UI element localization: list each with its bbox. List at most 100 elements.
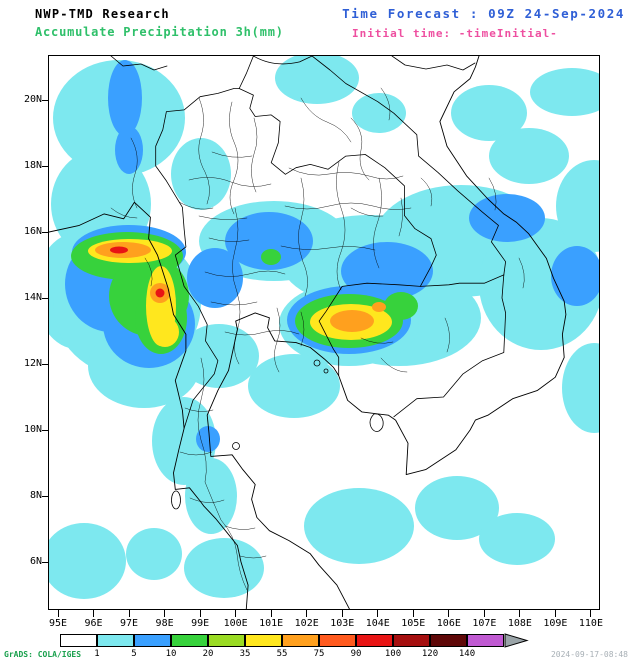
lon-label: 108E: [507, 618, 532, 629]
legend-color-box: [393, 634, 430, 647]
country-borders: [110, 56, 506, 429]
lon-label: 102E: [294, 618, 319, 629]
lon-label: 109E: [543, 618, 568, 629]
lon-tick: [590, 610, 592, 617]
lat-tick: [42, 363, 49, 365]
coastline-gulf-vietnam: [206, 56, 567, 609]
lat-tick: [42, 231, 49, 233]
lon-label: 105E: [401, 618, 426, 629]
provinces-peninsula: [179, 357, 267, 591]
lon-label: 106E: [436, 618, 461, 629]
legend-value: 10: [165, 649, 177, 659]
lon-label: 101E: [259, 618, 284, 629]
map-plot-area: 20N 18N 16N 14N 12N 10N 8N 6N 95E 96E 97E 98E 99E 100…: [24, 55, 603, 629]
provinces-neighbors: [110, 87, 525, 373]
legend-color-box: [356, 634, 393, 647]
product-title: Accumulate Precipitation 3h(mm): [35, 25, 284, 39]
legend-color-box: [171, 634, 208, 647]
lon-tick: [412, 610, 414, 617]
legend-color-box: [319, 634, 356, 647]
lat-tick: [42, 561, 49, 563]
legend-color-box: [208, 634, 245, 647]
legend-value: 120: [421, 649, 439, 659]
island-outlines: [171, 359, 384, 510]
initial-time-label: Initial time: -timeInitial-: [352, 27, 558, 40]
coastline-andaman: [49, 201, 249, 609]
precip-shading-90mm: [110, 246, 165, 298]
border-laos-cambodia: [419, 274, 505, 287]
lat-tick: [42, 429, 49, 431]
lat-label: 16N: [23, 226, 42, 237]
lon-tick: [235, 610, 237, 617]
border-laos-vietnam: [311, 56, 506, 276]
legend-color-box: [60, 634, 97, 647]
legend-color-box: [467, 634, 504, 647]
legend-value: 75: [313, 649, 325, 659]
lon-tick: [57, 610, 59, 617]
lon-label: 104E: [365, 618, 390, 629]
legend-color-box: [430, 634, 467, 647]
grads-credit: GrADS: COLA/IGES: [4, 650, 82, 659]
coastline: [49, 56, 567, 609]
legend-color-box: [245, 634, 282, 647]
lon-label: 99E: [191, 618, 210, 629]
lat-label: 8N: [29, 490, 42, 501]
lat-label: 6N: [29, 556, 42, 567]
lon-tick: [93, 610, 95, 617]
lon-label: 110E: [578, 618, 603, 629]
provinces-northeast: [280, 161, 412, 297]
lon-tick: [164, 610, 166, 617]
lon-label: 107E: [472, 618, 497, 629]
border-cambodia-vietnam: [393, 274, 506, 418]
lat-tick: [42, 99, 49, 101]
lat-tick: [42, 495, 49, 497]
lon-tick: [341, 610, 343, 617]
lat-label: 12N: [23, 358, 42, 369]
lon-label: 100E: [223, 618, 248, 629]
lat-tick: [42, 165, 49, 167]
lon-tick: [519, 610, 521, 617]
lat-label: 10N: [23, 424, 42, 435]
legend-value: 55: [276, 649, 288, 659]
lat-label: 18N: [23, 160, 42, 171]
legend-value: 1: [94, 649, 100, 659]
lon-tick: [483, 610, 485, 617]
lon-label: 95E: [48, 618, 68, 629]
border-thailand-myanmar: [155, 88, 240, 429]
color-legend: [60, 633, 530, 648]
legend-color-box: [134, 634, 171, 647]
lat-label: 14N: [23, 292, 42, 303]
lon-label: 98E: [155, 618, 174, 629]
border-thailand-cambodia: [318, 282, 421, 376]
legend-value: 5: [131, 649, 137, 659]
lon-label: 103E: [330, 618, 355, 629]
lon-tick: [554, 610, 556, 617]
provinces-central: [204, 207, 305, 373]
lon-tick: [377, 610, 379, 617]
lon-label: 96E: [84, 618, 103, 629]
legend-value: 35: [239, 649, 251, 659]
lon-tick: [128, 610, 130, 617]
lat-label: 20N: [23, 94, 42, 105]
legend-overflow-arrow-icon: [504, 633, 529, 648]
legend-value-labels: 1 5 10 20 35 55 75 90 100 120 140: [60, 650, 520, 660]
legend-value: 90: [350, 649, 362, 659]
legend-color-bar: [60, 634, 504, 647]
border-vietnam-china: [391, 56, 476, 71]
border-myanmar-china: [110, 56, 168, 71]
border-laos-china: [253, 56, 313, 65]
lon-tick: [199, 610, 201, 617]
legend-value: 140: [458, 649, 476, 659]
provinces-north: [178, 97, 272, 220]
lat-tick: [42, 297, 49, 299]
legend-value: 100: [384, 649, 402, 659]
lon-tick: [306, 610, 308, 617]
legend-value: 20: [202, 649, 214, 659]
border-mekong-north: [238, 56, 254, 89]
province-boundaries: [110, 87, 525, 591]
lon-tick: [448, 610, 450, 617]
legend-color-box: [97, 634, 134, 647]
generation-timestamp: 2024-09-17-08:48: [550, 650, 628, 659]
border-thailand-laos: [238, 88, 437, 287]
